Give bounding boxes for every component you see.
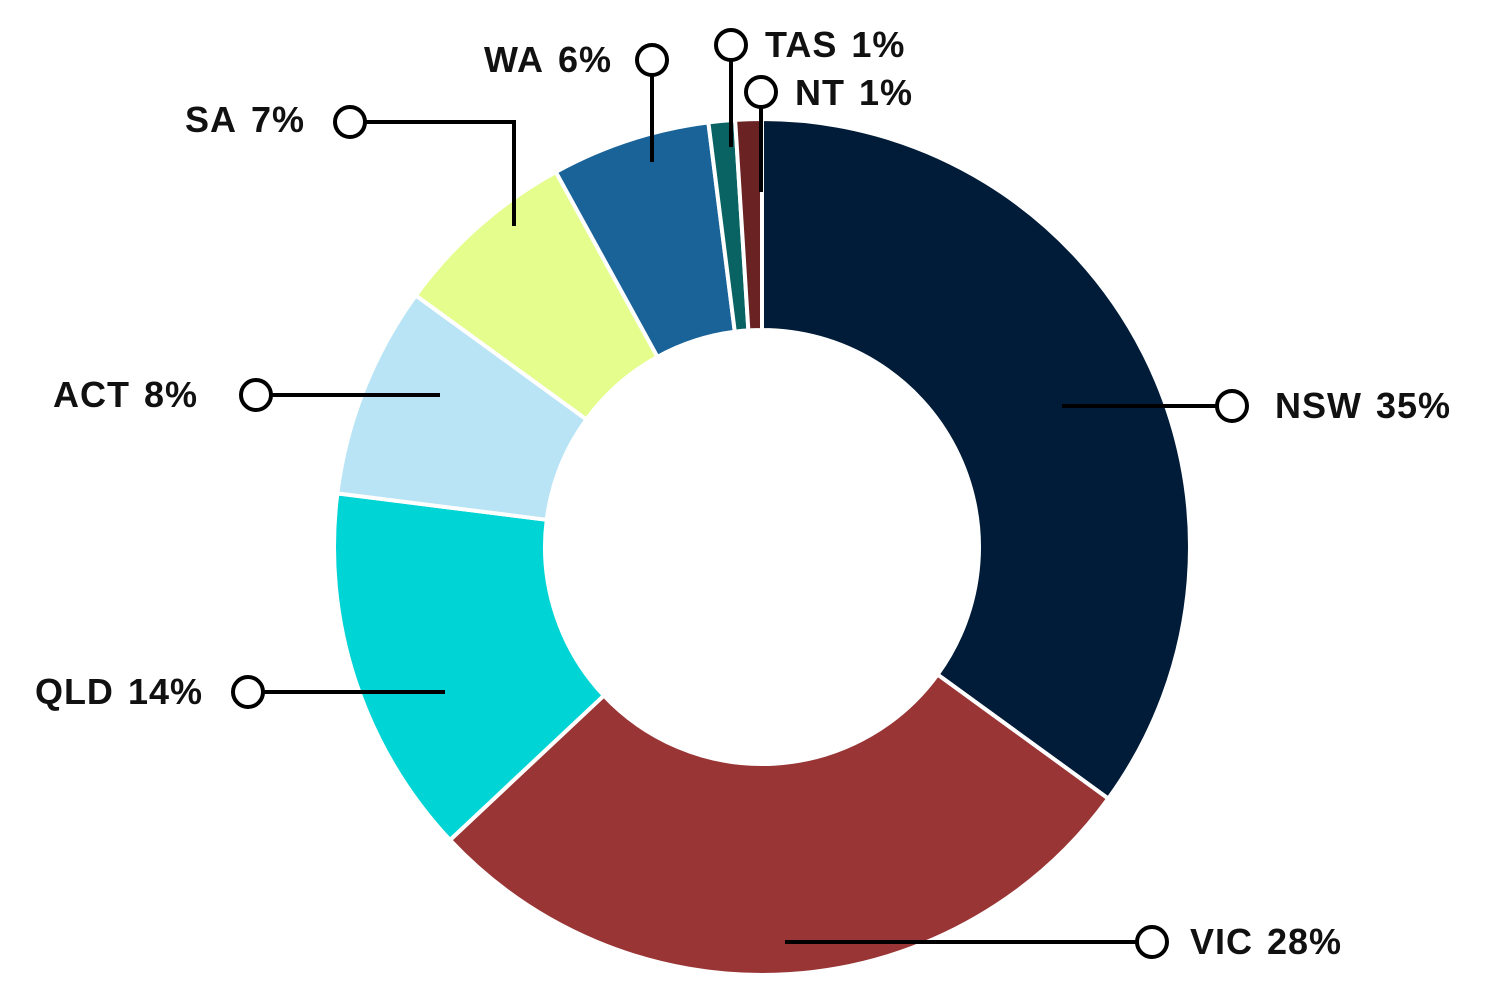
leader-dot (1215, 389, 1249, 423)
donut-segment (733, 116, 764, 333)
category-label: NT (795, 72, 845, 113)
leader-dot (635, 43, 669, 77)
value-label: 6% (558, 39, 612, 80)
value-label: 8% (144, 374, 198, 415)
data-label: NT 1% (795, 72, 913, 113)
value-label: 35% (1376, 385, 1451, 426)
leader-dot (239, 378, 273, 412)
value-label: 1% (851, 24, 905, 65)
donut-segment (332, 491, 607, 843)
leader-dot (744, 75, 778, 109)
value-label: 1% (859, 72, 913, 113)
leader-dot (231, 675, 265, 709)
leader-dot (714, 28, 748, 62)
category-label: VIC (1190, 921, 1253, 962)
leader-dot (333, 105, 367, 139)
donut-segment (447, 671, 1112, 977)
data-label: WA 6% (484, 39, 612, 80)
leader-dot (1135, 925, 1169, 959)
data-label: SA 7% (185, 99, 305, 140)
category-label: NSW (1275, 385, 1362, 426)
value-label: 7% (251, 99, 305, 140)
data-label: ACT 8% (53, 374, 198, 415)
category-label: TAS (765, 24, 837, 65)
leader-line (362, 120, 516, 226)
data-label: QLD 14% (35, 671, 203, 712)
data-label: VIC 28% (1190, 921, 1342, 962)
category-label: QLD (35, 671, 114, 712)
value-label: 28% (1267, 921, 1342, 962)
category-label: ACT (53, 374, 130, 415)
value-label: 14% (128, 671, 203, 712)
category-label: SA (185, 99, 237, 140)
donut-segment (760, 116, 1192, 802)
category-label: WA (484, 39, 544, 80)
data-label: NSW 35% (1275, 385, 1451, 426)
data-label: TAS 1% (765, 24, 905, 65)
